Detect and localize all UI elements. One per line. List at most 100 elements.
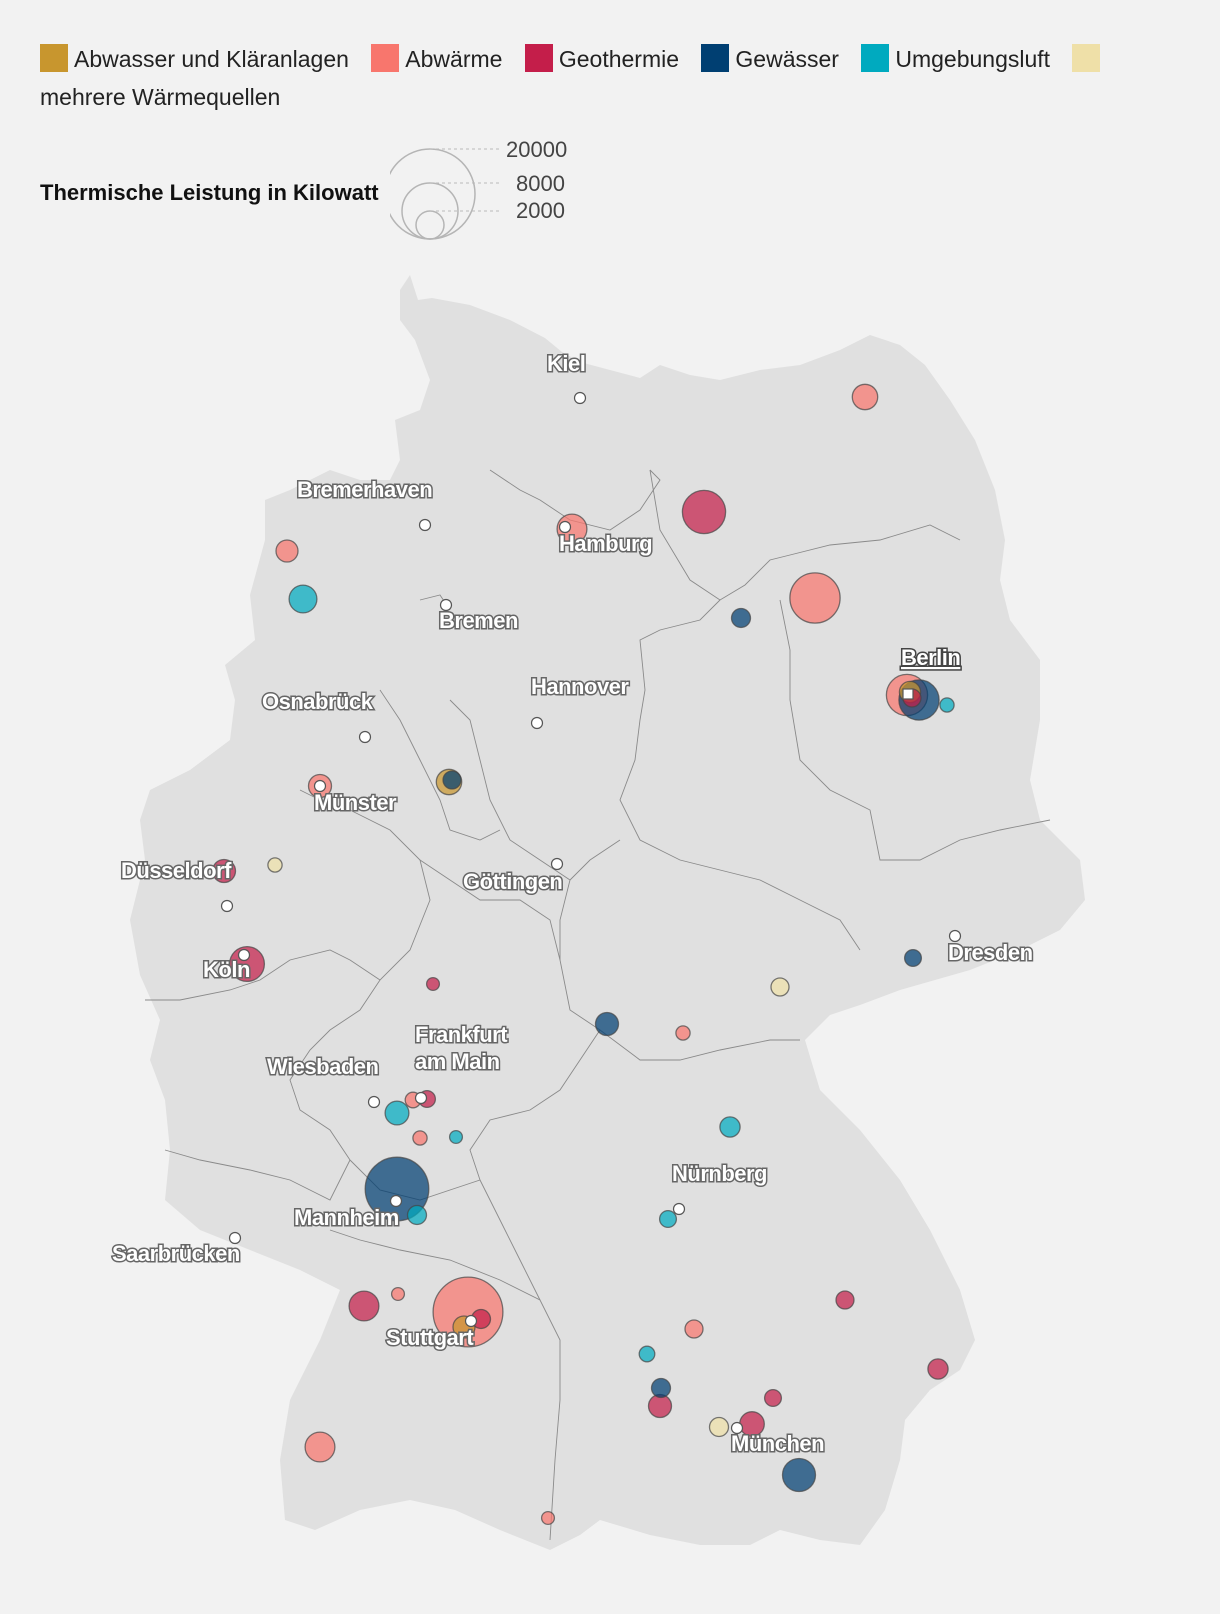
city-marker (389, 1194, 403, 1208)
heat-source-bubble[interactable] (903, 948, 923, 968)
city-marker (414, 1091, 428, 1105)
heat-source-bubble[interactable] (730, 607, 752, 629)
heat-source-bubble[interactable] (412, 1130, 428, 1146)
legend-label: Abwärme (405, 46, 503, 72)
city-marker (220, 899, 234, 913)
city-marker (464, 1314, 478, 1328)
city-label: Kiel (547, 351, 585, 376)
city-marker (558, 520, 572, 534)
size-legend-value-medium: 8000 (516, 171, 565, 196)
heat-source-bubble[interactable] (650, 1377, 672, 1399)
heat-source-bubble[interactable] (638, 1345, 656, 1363)
city-label: Hannover (531, 674, 629, 699)
size-legend-title: Thermische Leistung in Kilowatt (40, 180, 379, 205)
heat-source-bubble[interactable] (432, 1276, 504, 1348)
city-label: Nürnberg (672, 1161, 767, 1186)
legend-swatch (1072, 44, 1101, 72)
legend-item: Gewässer (701, 44, 839, 72)
size-legend-value-large: 20000 (506, 140, 567, 162)
city-marker (948, 929, 962, 943)
heat-source-bubble[interactable] (448, 1129, 464, 1145)
legend-item: Abwärme (371, 44, 503, 72)
heat-source-bubble[interactable] (540, 1510, 556, 1526)
city-label: München (731, 1431, 824, 1456)
legend-label: Geothermie (558, 46, 680, 72)
germany-shape (130, 275, 1085, 1550)
heat-source-bubble[interactable] (708, 1416, 730, 1438)
heat-source-bubble[interactable] (364, 1156, 430, 1222)
city-label: Bremen (439, 608, 518, 633)
heat-source-bubble[interactable] (275, 539, 299, 563)
city-label: Hamburg (559, 531, 652, 556)
legend-item: Umgebungsluft (861, 44, 1051, 72)
city-marker (902, 688, 914, 700)
heat-source-bubble[interactable] (681, 489, 727, 535)
legend-item: Geothermie (524, 44, 680, 72)
size-legend: 20000 8000 2000 (390, 140, 567, 240)
legend-swatch (524, 44, 553, 72)
legend-swatch (371, 44, 400, 72)
heat-source-bubble[interactable] (348, 1290, 380, 1322)
heat-source-bubble[interactable] (851, 383, 879, 411)
city-label: Bremerhaven (297, 477, 432, 502)
legend-label: Gewässer (735, 46, 839, 72)
heat-source-bubble[interactable] (406, 1204, 428, 1226)
heat-source-bubble[interactable] (594, 1011, 620, 1037)
heat-source-bubble[interactable] (442, 770, 462, 790)
city-label: Göttingen (463, 869, 562, 894)
size-legend-value-small: 2000 (516, 198, 565, 223)
legend-swatch (40, 44, 68, 72)
city-label: Münster (314, 790, 397, 815)
heat-source-bubble[interactable] (304, 1431, 336, 1463)
city-marker (313, 779, 327, 793)
city-marker (573, 391, 587, 405)
city-marker (730, 1421, 744, 1435)
state-borders (145, 469, 1051, 1541)
city-layer: Kiel Bremerhaven Hamburg Bremen Berlin Hannov… (111, 350, 1035, 1458)
heat-source-bubble[interactable] (763, 1388, 783, 1408)
city-marker (530, 716, 544, 730)
legend-label: Abwasser und Kläranlagen (74, 46, 349, 72)
category-legend: Abwasser und Kläranlagen Abwärme Geother… (40, 40, 1190, 116)
city-marker (439, 598, 453, 612)
city-label: Frankfurt (415, 1022, 508, 1047)
legend-item: mehrere Wärmequellen (40, 44, 1106, 110)
city-marker (358, 730, 372, 744)
city-label: Saarbrücken (112, 1241, 240, 1266)
heat-source-bubble[interactable] (675, 1025, 691, 1041)
city-label: Stuttgart (386, 1325, 474, 1350)
city-marker (237, 948, 251, 962)
legend-swatch (701, 44, 730, 72)
city-label: Mannheim (294, 1205, 399, 1230)
heat-source-bubble[interactable] (211, 858, 237, 884)
legend-item: Abwasser und Kläranlagen (40, 44, 349, 72)
legend-label: mehrere Wärmequellen (40, 84, 281, 110)
city-marker (228, 1231, 242, 1245)
heat-source-bubble[interactable] (770, 977, 790, 997)
city-marker (550, 857, 564, 871)
heat-source-bubble[interactable] (267, 857, 283, 873)
city-label: Osnabrück (262, 689, 374, 714)
city-label: am Main (415, 1049, 500, 1074)
heat-source-bubble[interactable] (927, 1358, 949, 1380)
heat-source-bubble[interactable] (390, 1286, 406, 1302)
heat-source-bubble[interactable] (425, 976, 441, 992)
legend-swatch (861, 44, 890, 72)
city-label: Dresden (948, 940, 1033, 965)
city-label: Wiesbaden (267, 1054, 379, 1079)
city-marker (367, 1095, 381, 1109)
heat-source-bubble[interactable] (658, 1209, 678, 1229)
heat-source-bubble[interactable] (384, 1100, 410, 1126)
heat-source-bubble[interactable] (835, 1290, 855, 1310)
heat-source-bubble[interactable] (939, 697, 955, 713)
heat-source-bubble[interactable] (719, 1116, 741, 1138)
heat-source-bubble[interactable] (288, 584, 318, 614)
city-label: Düsseldorf (121, 858, 232, 883)
city-marker (672, 1202, 686, 1216)
city-label: Köln (203, 957, 250, 982)
heat-source-bubble[interactable] (684, 1319, 704, 1339)
heat-source-bubble[interactable] (789, 572, 841, 624)
legend-label: Umgebungsluft (895, 46, 1051, 72)
heat-source-bubble[interactable] (781, 1457, 817, 1493)
